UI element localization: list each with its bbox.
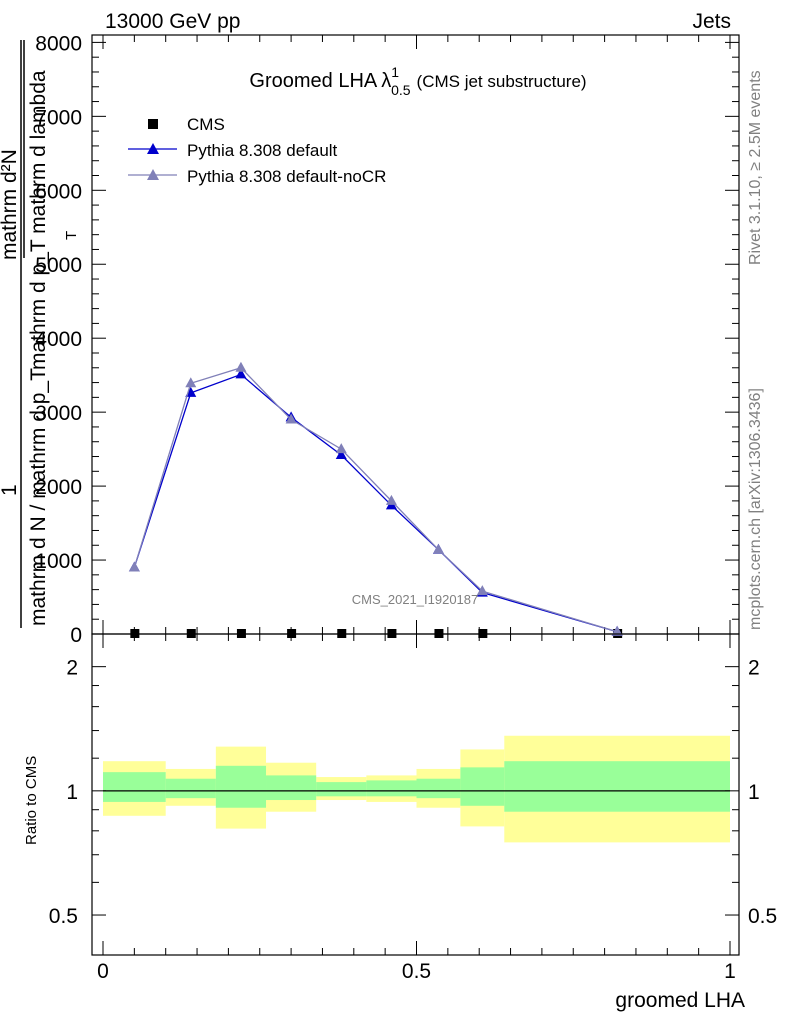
legend-marker-cms [148,119,158,129]
legend-marker-nocr [147,169,159,180]
mcplots-label: mcplots.cern.ch [arXiv:1306.3436] [747,388,764,630]
chart-title-lambda: λ [381,70,391,92]
x-tick-label: 1 [724,960,736,983]
series-point [335,449,347,460]
y-tick-label: 7000 [35,106,82,129]
legend-label-nocr: Pythia 8.308 default-noCR [187,167,386,186]
legend-marker-default [147,143,159,154]
ratio-band-inner [416,778,461,799]
ratio-y-axis-title: Ratio to CMS [23,756,40,845]
legend-label-default: Pythia 8.308 default [187,141,338,160]
series-point [235,368,247,379]
x-axis-title: groomed LHA [615,989,745,1012]
y-axis-title-top-den: mathrm d p_T mathrm d lambda [27,70,50,370]
y-tick-label: 3000 [35,402,82,425]
y-tick-label: 6000 [35,180,82,203]
rivet-label: Rivet 3.1.10, ≥ 2.5M events [747,70,764,265]
series-point [432,543,444,554]
y-tick-label: 5000 [35,254,82,277]
legend-label-cms: CMS [187,115,225,134]
series-point [285,413,297,424]
ratio-band-inner [215,765,267,808]
chart-title-note: (CMS jet substructure) [417,72,587,91]
ratio-y-tick-label-right: 0.5 [748,905,777,928]
main-axis-ticks: 0 1000 2000 3000 4000 5000 6000 7000 8000 [35,32,739,647]
ratio-plot-frame [91,633,740,956]
ratio-band-inner [366,780,417,797]
chart-title-sub: 0.5 [391,82,411,98]
y-axis-title-main-den: mathrm d N / mathrm d p_T [27,368,50,626]
ratio-y-tick-label: 2 [66,657,78,680]
ratio-band-inner [266,775,317,801]
x-tick-label: 0.5 [402,960,431,983]
ratio-plot-border [91,633,740,956]
chart-title-main: Groomed LHA [249,70,377,92]
y-tick-label: 1000 [35,550,82,573]
y-tick-label: 0 [70,624,82,647]
ratio-band-inner [316,782,367,797]
chart-title: Groomed LHA λ1 0.5 (CMS jet substructure) [249,64,586,98]
y-axis-title-top-num: mathrm d²N [0,149,21,260]
series-point [185,377,197,388]
y-axis-title: 1 mathrm d²N mathrm d p_T mathrm d lambd… [0,40,80,628]
y-tick-label: 4000 [35,328,82,351]
ratio-y-tick-label: 1 [66,781,78,804]
y-tick-label: 8000 [35,32,82,55]
ratio-band-inner [460,767,505,806]
ratio-band-inner [103,772,166,802]
x-tick-label: 0 [97,960,109,983]
ratio-y-tick-label-right: 2 [748,657,760,680]
chart-title-sup: 1 [391,64,399,80]
y-axis-title-prefix: 1 [0,484,21,496]
series-point [611,625,623,636]
ratio-y-tick-label-right: 1 [748,781,760,804]
ratio-band-inner [165,778,216,799]
header-left-label: 13000 GeV pp [105,10,240,33]
series-point [335,443,347,454]
ratio-axis-ticks: 0.5 0.5 1 1 2 2 0 0.5 1 [49,634,777,983]
watermark: CMS_2021_I1920187 [352,592,479,607]
series-point [476,585,488,596]
ratio-bands [103,735,730,843]
y-tick-label: 2000 [35,476,82,499]
ratio-y-tick-label: 0.5 [49,905,78,928]
legend: CMS Pythia 8.308 default Pythia 8.308 de… [128,115,386,186]
y-axis-title-sub: T [63,231,80,240]
series-point [385,494,397,505]
series-point [128,561,140,572]
series-point [235,361,247,372]
ratio-band-inner [504,761,730,812]
header-right-label: Jets [692,10,731,33]
